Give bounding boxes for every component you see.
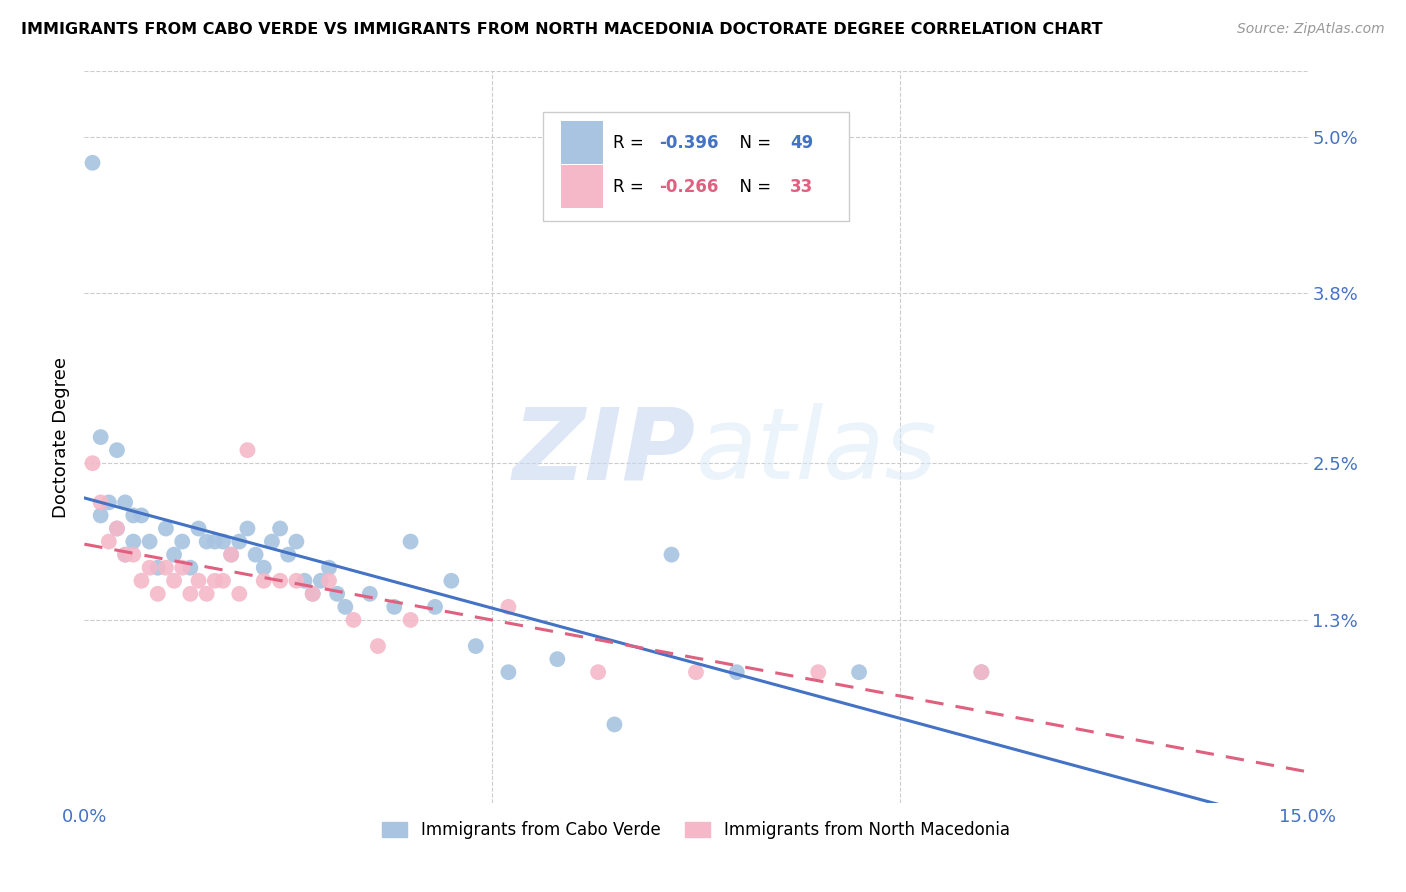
Point [285, 574, 308, 588]
Point [138, 534, 160, 549]
Point [440, 574, 463, 588]
Point [603, 717, 626, 731]
Legend: Immigrants from Cabo Verde, Immigrants from North Macedonia: Immigrants from Cabo Verde, Immigrants f… [375, 814, 1017, 846]
Point [970, 665, 993, 680]
Point [685, 665, 707, 680]
Point [546, 652, 568, 666]
FancyBboxPatch shape [543, 112, 849, 221]
Point [277, 548, 299, 562]
Point [163, 548, 186, 562]
Text: R =: R = [613, 178, 648, 195]
Point [970, 665, 993, 680]
Point [195, 534, 218, 549]
Text: 33: 33 [790, 178, 814, 195]
Point [335, 599, 357, 614]
Point [114, 548, 136, 562]
Point [114, 548, 136, 562]
Text: Source: ZipAtlas.com: Source: ZipAtlas.com [1237, 22, 1385, 37]
Point [155, 560, 177, 574]
Point [359, 587, 381, 601]
Point [342, 613, 364, 627]
Point [318, 560, 340, 574]
Point [138, 560, 160, 574]
Point [498, 599, 520, 614]
FancyBboxPatch shape [561, 165, 603, 208]
Point [725, 665, 748, 680]
Text: IMMIGRANTS FROM CABO VERDE VS IMMIGRANTS FROM NORTH MACEDONIA DOCTORATE DEGREE C: IMMIGRANTS FROM CABO VERDE VS IMMIGRANTS… [21, 22, 1102, 37]
Point [464, 639, 486, 653]
Text: R =: R = [613, 134, 648, 152]
Point [90, 495, 112, 509]
Point [219, 548, 242, 562]
Text: 49: 49 [790, 134, 814, 152]
Point [82, 155, 104, 169]
Point [294, 574, 316, 588]
Point [172, 560, 194, 574]
Point [179, 587, 201, 601]
Point [179, 560, 201, 574]
Point [114, 495, 136, 509]
Point [399, 613, 422, 627]
Point [155, 521, 177, 535]
Text: -0.396: -0.396 [659, 134, 718, 152]
Point [848, 665, 870, 680]
Point [309, 574, 332, 588]
Text: N =: N = [728, 134, 776, 152]
Point [245, 548, 267, 562]
Point [195, 587, 218, 601]
Point [187, 574, 209, 588]
Text: N =: N = [728, 178, 776, 195]
Point [146, 587, 169, 601]
Point [269, 521, 291, 535]
Point [236, 443, 259, 458]
Point [301, 587, 323, 601]
Point [122, 508, 145, 523]
Point [301, 587, 323, 601]
Point [172, 534, 194, 549]
Point [586, 665, 609, 680]
Point [204, 534, 226, 549]
Point [97, 534, 120, 549]
Point [122, 534, 145, 549]
Point [260, 534, 283, 549]
Point [212, 534, 235, 549]
FancyBboxPatch shape [561, 121, 603, 164]
Point [105, 521, 128, 535]
Point [382, 599, 405, 614]
Text: ZIP: ZIP [513, 403, 696, 500]
Text: -0.266: -0.266 [659, 178, 718, 195]
Point [219, 548, 242, 562]
Point [131, 574, 153, 588]
Point [253, 560, 276, 574]
Y-axis label: Doctorate Degree: Doctorate Degree [52, 357, 70, 517]
Point [90, 430, 112, 444]
Point [318, 574, 340, 588]
Point [146, 560, 169, 574]
Point [228, 534, 250, 549]
Point [187, 521, 209, 535]
Point [326, 587, 349, 601]
Point [122, 548, 145, 562]
Point [236, 521, 259, 535]
Point [212, 574, 235, 588]
Point [498, 665, 520, 680]
Point [105, 521, 128, 535]
Text: atlas: atlas [696, 403, 938, 500]
Point [82, 456, 104, 470]
Point [399, 534, 422, 549]
Point [285, 534, 308, 549]
Point [163, 574, 186, 588]
Point [423, 599, 446, 614]
Point [269, 574, 291, 588]
Point [131, 508, 153, 523]
Point [228, 587, 250, 601]
Point [807, 665, 830, 680]
Point [105, 443, 128, 458]
Point [661, 548, 683, 562]
Point [253, 574, 276, 588]
Point [367, 639, 389, 653]
Point [204, 574, 226, 588]
Point [90, 508, 112, 523]
Point [97, 495, 120, 509]
